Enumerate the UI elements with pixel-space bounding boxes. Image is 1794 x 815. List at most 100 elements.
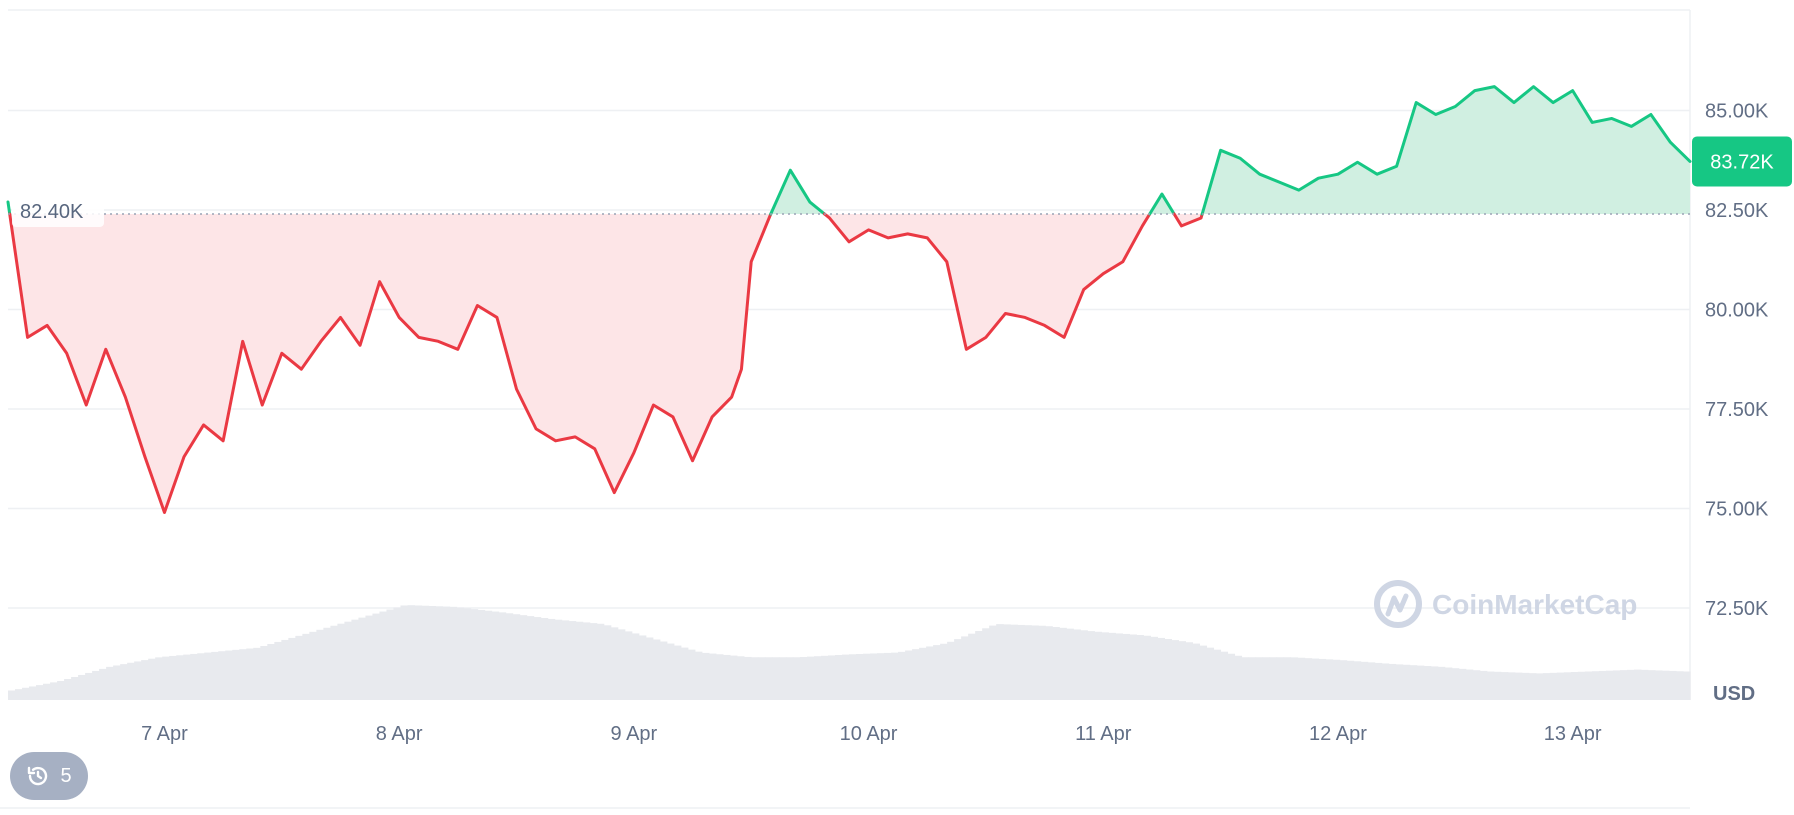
volume-bar: [1276, 657, 1285, 700]
currency-label: USD: [1713, 683, 1755, 705]
volume-bar: [1360, 661, 1369, 700]
volume-bar: [141, 660, 149, 700]
volume-bar: [1661, 670, 1670, 700]
volume-bar: [29, 686, 37, 700]
volume-bar: [659, 641, 668, 700]
volume-bar: [1129, 634, 1137, 700]
volume-bar: [1031, 625, 1039, 700]
volume-bar: [1458, 668, 1467, 700]
volume-bar: [568, 621, 577, 700]
volume-bar: [64, 679, 72, 700]
volume-bar: [926, 646, 934, 700]
history-icon: [28, 766, 48, 786]
x-tick-label: 11 Apr: [1075, 723, 1132, 745]
volume-bar: [1143, 635, 1151, 700]
volume-bar: [113, 665, 121, 700]
volume-bar: [954, 639, 962, 700]
reference-price-label: 82.40K: [20, 201, 84, 223]
history-badge[interactable]: 5: [10, 752, 88, 800]
volume-bar: [232, 649, 240, 700]
volume-bar: [1556, 672, 1565, 700]
volume-bar: [1521, 672, 1530, 700]
volume-bar: [183, 654, 191, 700]
volume-bar: [1332, 659, 1341, 700]
volume-bar: [912, 649, 920, 700]
volume-bar: [1045, 626, 1053, 700]
price-segment-up: [6, 200, 12, 216]
reference-label-bg: [12, 194, 104, 227]
volume-bar: [841, 654, 850, 700]
volume-bar: [1318, 658, 1327, 700]
volume-bar: [1003, 624, 1011, 700]
x-tick-label: 8 Apr: [376, 723, 423, 745]
volume-bar: [729, 655, 738, 700]
volume-bar: [771, 657, 780, 700]
volume-bar: [176, 655, 184, 700]
volume-bar: [947, 641, 955, 700]
x-axis: 7 Apr 8 Apr 9 Apr 10 Apr 11 Apr 12 Apr 13 Apr: [141, 723, 1602, 745]
volume-bar: [624, 631, 633, 700]
volume-bar: [1073, 629, 1081, 700]
volume-bar: [652, 639, 661, 700]
volume-bar: [1255, 657, 1264, 700]
volume-bar: [1185, 642, 1194, 700]
price-segment-up: [1200, 85, 1692, 216]
volume-bar: [323, 627, 331, 700]
volume-bar: [856, 653, 864, 700]
volume-bar: [645, 637, 654, 700]
volume-bar: [863, 653, 871, 700]
current-price-label: 83.72K: [1710, 151, 1774, 173]
history-count: 5: [60, 764, 72, 787]
volume-bar: [743, 656, 752, 700]
volume-bar: [1227, 653, 1236, 700]
volume-bar: [50, 682, 58, 700]
volume-bar: [477, 609, 486, 700]
volume-bar: [379, 611, 388, 700]
volume-bar: [750, 657, 759, 700]
y-axis: 72.50K 75.00K 77.50K 80.00K 82.50K 85.00K: [1705, 101, 1769, 621]
volume-bar: [211, 651, 219, 700]
volume-bar: [1164, 638, 1172, 700]
volume-bar: [1423, 665, 1432, 700]
y-tick-label: 80.00K: [1705, 300, 1769, 322]
volume-bar: [715, 654, 724, 700]
volume-bar: [1311, 658, 1320, 700]
volume-bar: [246, 648, 254, 700]
volume-bar: [1654, 670, 1663, 700]
volume-bar: [1108, 632, 1116, 700]
volume-bar: [1290, 657, 1299, 700]
volume-bar: [1339, 660, 1348, 700]
y-tick-label: 82.50K: [1705, 200, 1769, 222]
volume-bar: [337, 623, 345, 700]
x-tick-label: 10 Apr: [840, 723, 898, 745]
price-segment-up: [1148, 192, 1176, 216]
volume-bar: [1675, 671, 1684, 700]
volume-bar: [365, 615, 374, 700]
volume-bar: [764, 657, 773, 700]
volume-bar: [1234, 655, 1243, 700]
volume-bar: [1528, 673, 1537, 700]
volume-bar: [127, 662, 135, 700]
watermark: CoinMarketCap: [1374, 580, 1637, 628]
volume-bar: [673, 645, 682, 700]
volume-bar: [1395, 664, 1404, 700]
volume-bar: [1381, 663, 1390, 700]
volume-bar: [1479, 670, 1488, 700]
x-tick-label: 12 Apr: [1309, 723, 1367, 745]
volume-bar: [1157, 637, 1165, 700]
current-price-badge: [1692, 136, 1792, 187]
volume-bar: [400, 605, 409, 700]
volume-bar: [1437, 666, 1446, 700]
watermark-text: CoinMarketCap: [1432, 589, 1637, 620]
volume-bar: [582, 622, 591, 700]
volume-bar: [36, 685, 44, 700]
volume-bar: [442, 606, 451, 700]
volume-bar: [393, 607, 402, 700]
volume-bar: [1122, 633, 1130, 700]
price-segment-up: [769, 168, 827, 216]
volume-bar: [617, 629, 626, 700]
price-area-fill: [8, 86, 1690, 513]
volume-bar: [344, 621, 353, 700]
volume-bar: [1171, 640, 1179, 700]
